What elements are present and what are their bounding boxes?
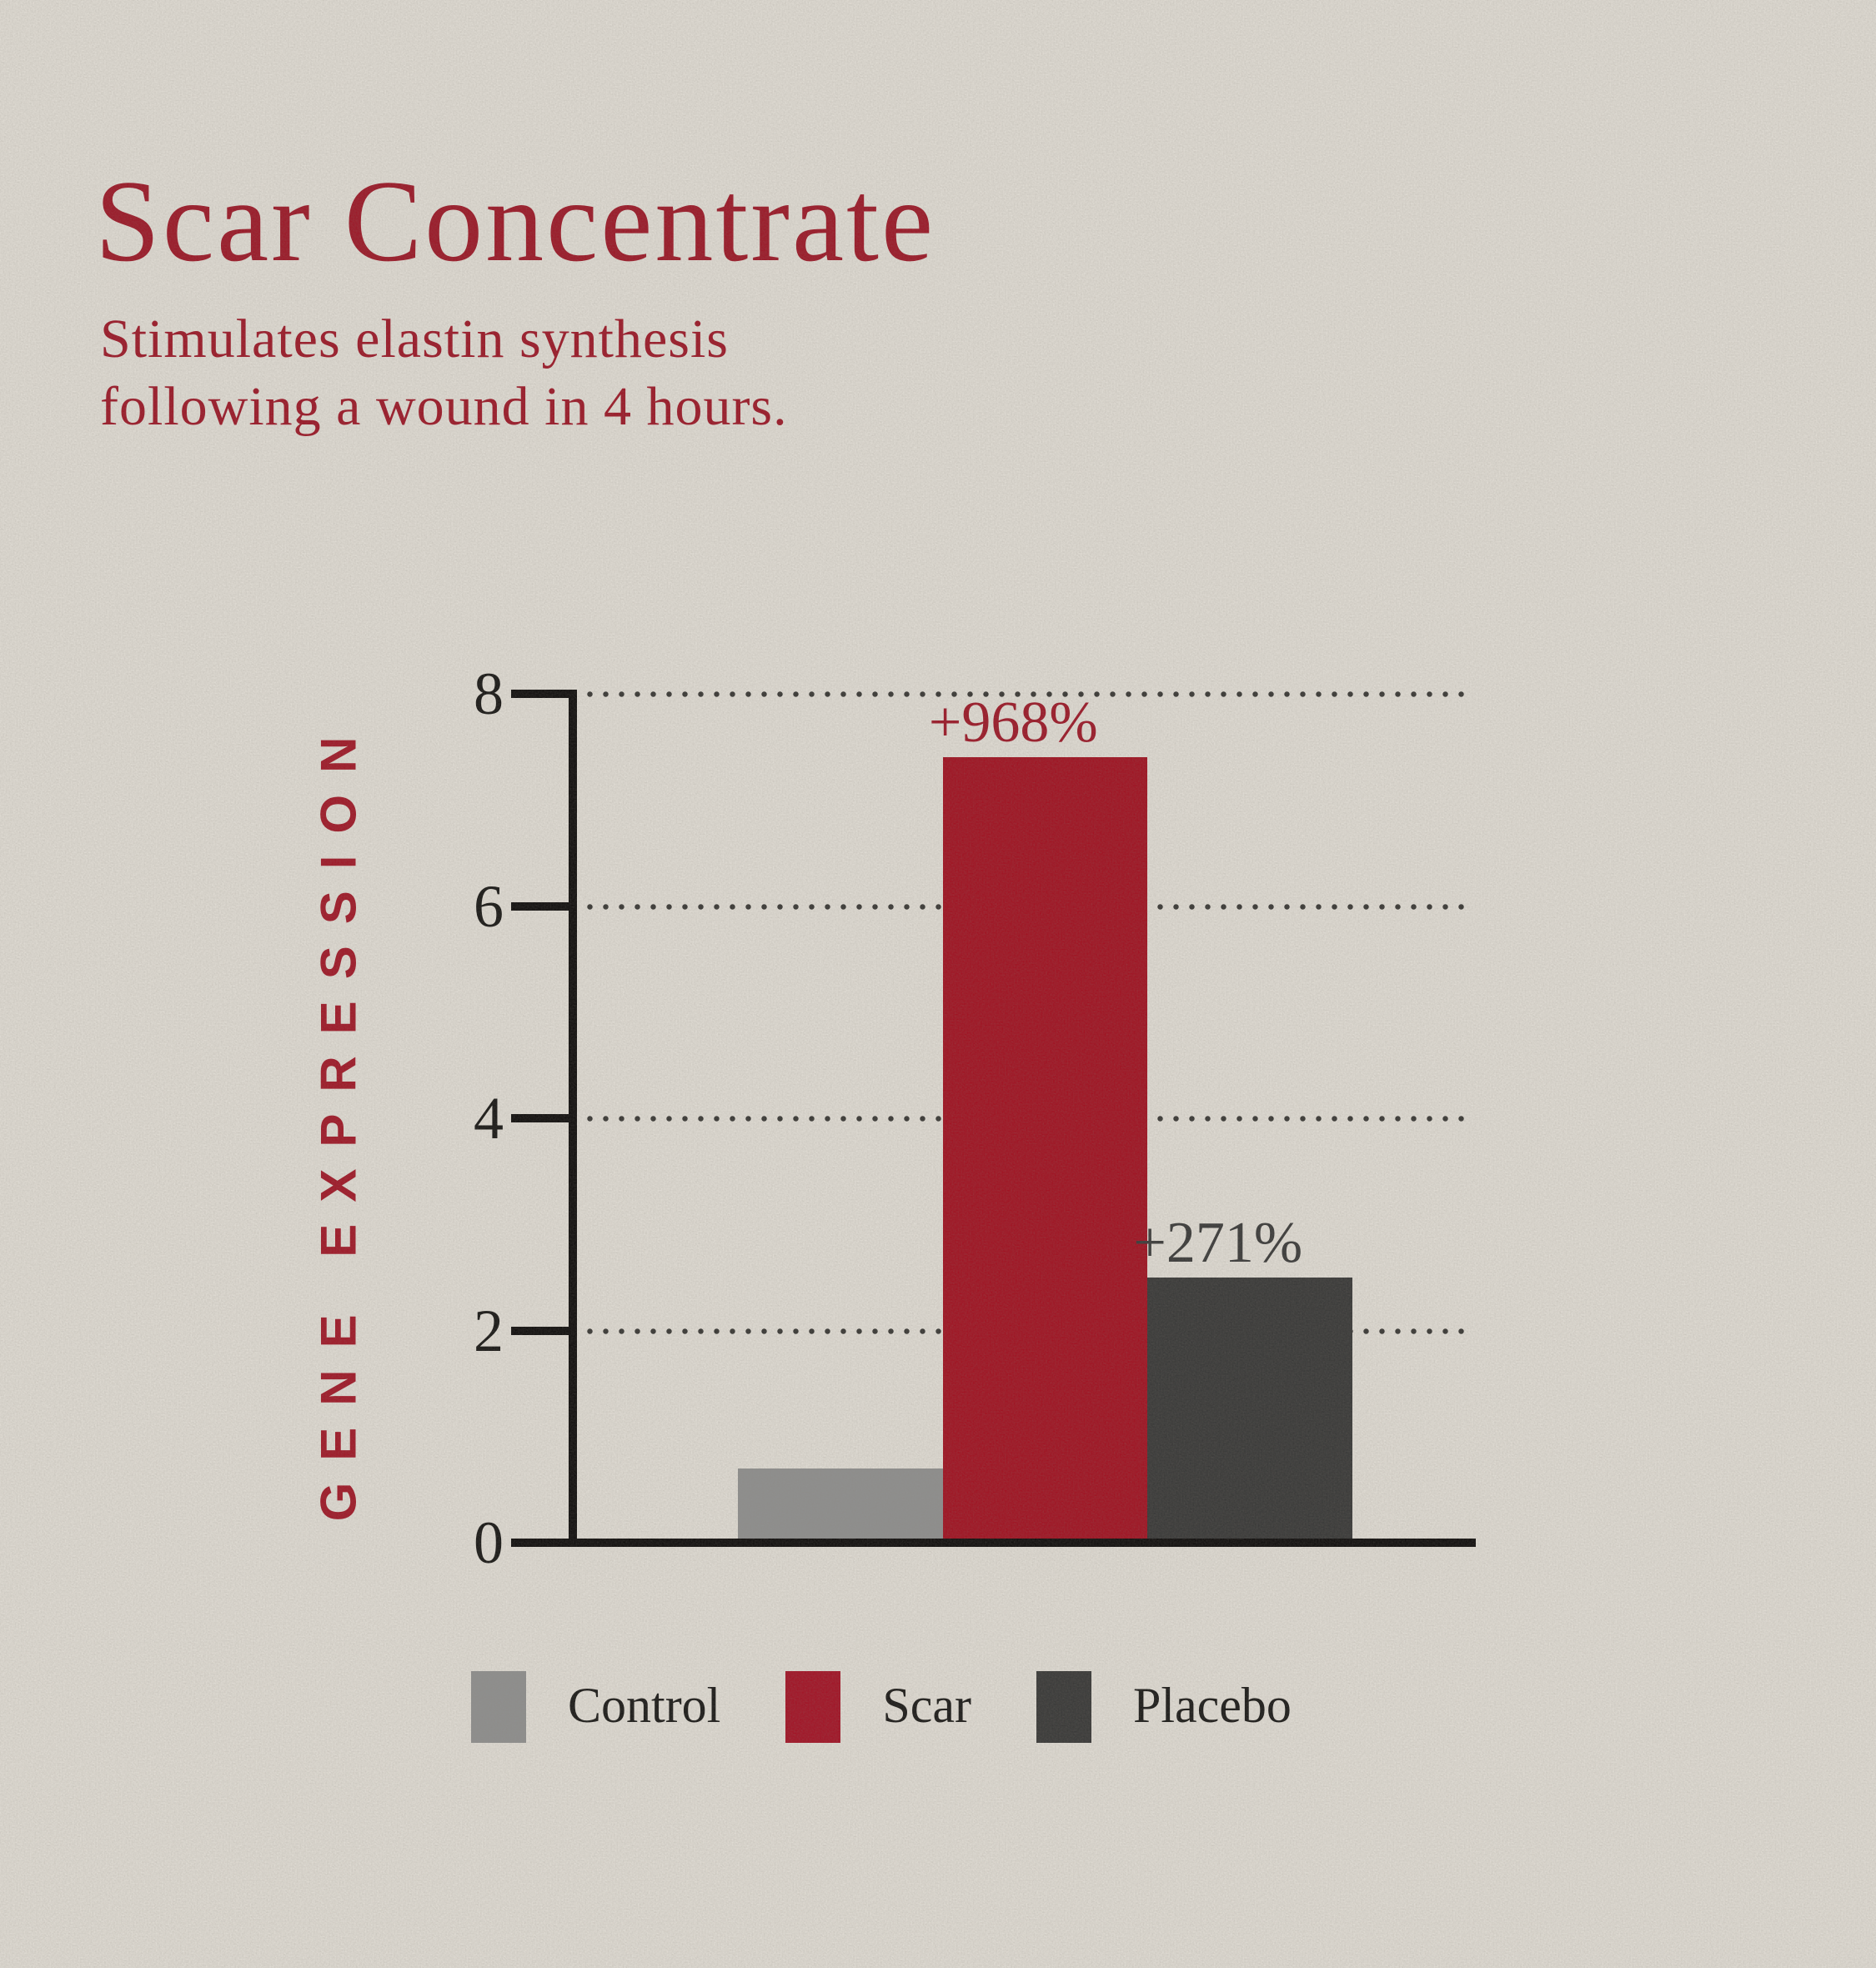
legend-item-control: Control	[471, 1671, 720, 1743]
bar-control	[738, 1468, 943, 1547]
y-tick-label-8: 8	[474, 660, 504, 727]
bar-label-scar: +968%	[928, 690, 1098, 756]
y-tick-label-4: 4	[474, 1085, 504, 1152]
bar-placebo	[1147, 1277, 1352, 1547]
legend-label-placebo: Placebo	[1132, 1677, 1292, 1733]
x-axis-line	[511, 1539, 1476, 1547]
legend-swatch-control	[471, 1671, 526, 1743]
y-tick-2	[511, 1326, 577, 1335]
y-axis-title: GENE EXPRESSION	[310, 715, 367, 1522]
legend-item-scar: Scar	[785, 1671, 971, 1743]
legend-label-control: Control	[568, 1677, 721, 1733]
y-tick-label-6: 6	[474, 872, 504, 940]
legend-swatch-placebo	[1036, 1671, 1091, 1743]
y-tick-6	[511, 901, 577, 911]
y-tick-label-0: 0	[474, 1509, 504, 1576]
bar-scar	[942, 757, 1147, 1547]
legend-swatch-scar	[785, 1671, 841, 1743]
y-tick-4	[511, 1114, 577, 1122]
bar-label-placebo: +271%	[1133, 1210, 1303, 1275]
legend-label-scar: Scar	[882, 1677, 971, 1733]
chart-legend: Control Scar Placebo	[471, 1671, 1292, 1743]
legend-item-placebo: Placebo	[1036, 1671, 1292, 1743]
y-tick-8	[511, 690, 577, 698]
y-tick-label-2: 2	[474, 1297, 504, 1364]
